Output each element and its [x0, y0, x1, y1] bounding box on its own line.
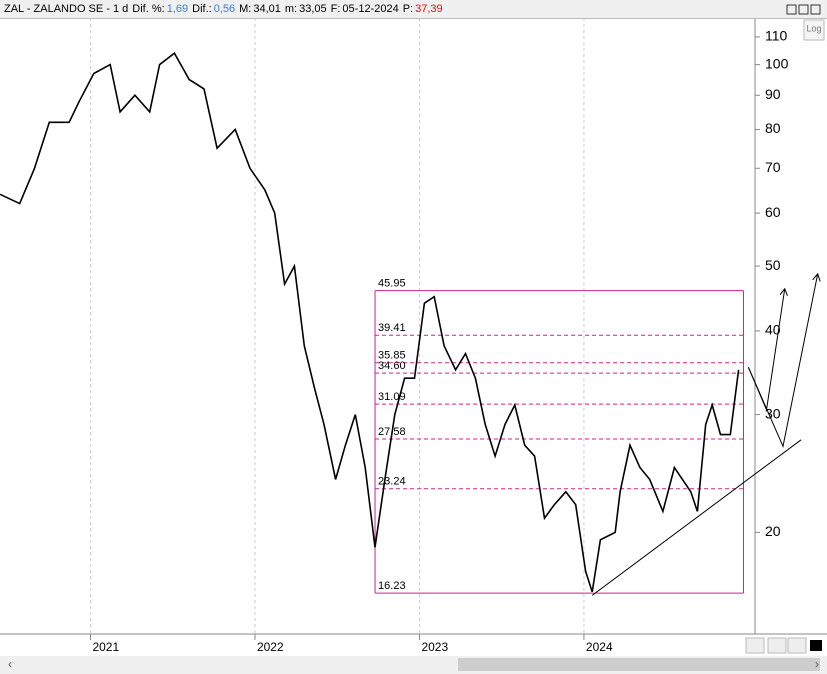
x-tick-label: 2023	[421, 640, 448, 654]
stat-label: P:	[402, 3, 414, 15]
x-tick-label: 2021	[92, 640, 119, 654]
x-tick-label: 2022	[257, 640, 284, 654]
scroll-right[interactable]: ›	[815, 657, 819, 671]
y-tick-label: 60	[765, 204, 781, 220]
y-tick-label: 50	[765, 257, 781, 273]
price-line	[0, 52, 740, 593]
stat-value: 05-12-2024	[342, 3, 399, 15]
background	[0, 19, 827, 674]
y-tick-label: 100	[765, 55, 789, 71]
stat-value: 37,39	[415, 3, 443, 15]
y-tick-label: 40	[765, 322, 781, 338]
tool-button[interactable]	[767, 637, 787, 654]
stat-value: 1,69	[166, 3, 189, 15]
scroll-left[interactable]: ‹	[8, 657, 12, 671]
stat-label: m:	[284, 3, 298, 15]
y-tick-label: 20	[765, 523, 781, 539]
log-button[interactable]	[803, 19, 825, 41]
header: ZAL - ZALANDO SE - 1 d Dif. %: 1,69 Dif.: 0,…	[0, 0, 827, 19]
y-tick-label: 80	[765, 120, 781, 136]
y-tick-label: 90	[765, 86, 781, 102]
stat-value: 34,01	[253, 3, 281, 15]
tool-button[interactable]	[745, 637, 765, 654]
y-tick-label: 110	[765, 28, 788, 44]
stat-label: F:	[330, 3, 341, 15]
stat-label: M:	[239, 3, 252, 15]
stat-label: Dif.:	[192, 3, 212, 15]
fib-label: 45.95	[378, 278, 406, 290]
scroll-thumb[interactable]	[458, 658, 820, 671]
window-button[interactable]	[810, 4, 821, 15]
fib-label: 23.24	[378, 476, 406, 488]
fib-label: 34.60	[378, 360, 406, 372]
trendline	[591, 439, 802, 596]
stat-value: 0,56	[213, 3, 236, 15]
log-button-label: Log	[806, 23, 821, 33]
y-tick-label: 70	[765, 159, 781, 175]
fib-label: 16.23	[378, 580, 406, 592]
window-button[interactable]	[786, 4, 797, 15]
stat-value: 33,05	[299, 3, 327, 15]
plot: 2021 2022 2023 2024 20 30 40 50 60 70 80 90 100 110 45…	[0, 18, 818, 654]
projection	[747, 275, 817, 448]
tool-button[interactable]	[787, 637, 807, 654]
window-button[interactable]	[798, 4, 809, 15]
fib-label: 35.85	[378, 350, 406, 362]
y-tick-label: 30	[765, 405, 781, 421]
fib-label: 39.41	[378, 322, 406, 334]
x-tick-label: 2024	[586, 640, 613, 654]
tool-button[interactable]	[810, 640, 822, 651]
header-title: ZAL - ZALANDO SE - 1 d	[4, 3, 129, 15]
stat-label: Dif. %:	[132, 3, 165, 15]
